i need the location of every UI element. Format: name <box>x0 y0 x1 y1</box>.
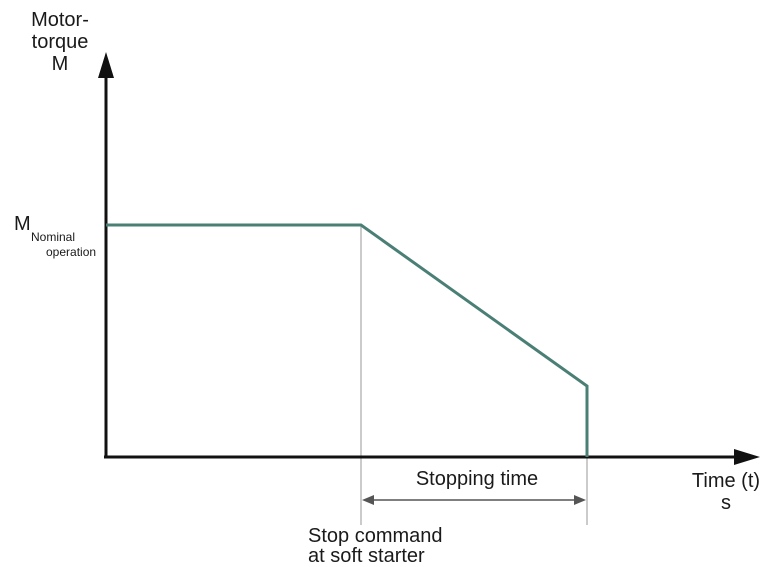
torque-curve-series <box>106 223 589 457</box>
y-axis-label-line-3: M <box>51 53 69 75</box>
nominal-torque-label: M Nominal operation <box>14 213 96 259</box>
y-axis-label-line-1: Motor- <box>31 9 89 31</box>
x-axis-label-line-2: s <box>721 492 731 514</box>
y-axis-label-line-2: torque <box>31 31 89 53</box>
dimension-arrowhead-right <box>574 495 586 505</box>
x-axis-label-line-1: Time (t) <box>691 470 761 492</box>
dimension-arrowhead-left <box>362 495 374 505</box>
stop-command-label-line-1: Stop command <box>308 525 443 547</box>
nominal-torque-symbol: M <box>14 213 31 235</box>
stop-command-label-line-2: at soft starter <box>308 545 425 567</box>
stopping-time-label: Stopping time <box>415 468 539 490</box>
nominal-subscript-line-1: Nominal <box>31 230 76 244</box>
nominal-subscript-line-2: operation <box>46 245 97 259</box>
x-axis-arrowhead <box>734 449 760 465</box>
nominal-torque-subscript: Nominal operation <box>31 230 96 260</box>
y-axis-arrowhead <box>98 52 114 78</box>
